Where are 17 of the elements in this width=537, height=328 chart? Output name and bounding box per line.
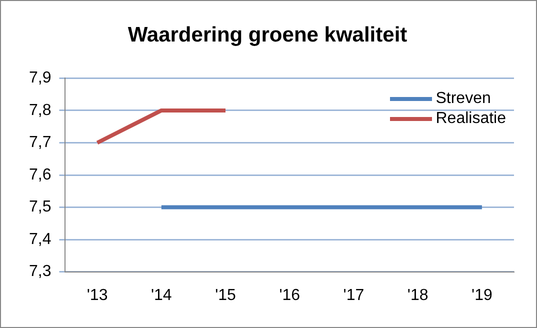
chart-title: Waardering groene kwaliteit	[128, 23, 408, 46]
legend-label: Realisatie	[436, 110, 506, 128]
legend-label: Streven	[436, 90, 491, 108]
x-tick-label: '13	[86, 286, 108, 304]
y-tick-label: 7,4	[28, 230, 52, 248]
x-tick-label: '14	[150, 286, 172, 304]
y-tick-label: 7,8	[28, 102, 52, 119]
y-tick-label: 7,3	[28, 263, 52, 280]
y-tick-label: 7,9	[28, 70, 52, 87]
x-tick-label: '16	[279, 286, 300, 304]
x-tick-label: '15	[215, 286, 236, 304]
x-tick-label: '19	[472, 286, 492, 304]
x-tick-label: '18	[407, 286, 428, 304]
y-tick-label: 7,6	[28, 166, 52, 184]
y-tick-label: 7,7	[28, 134, 52, 152]
x-tick-label: '17	[343, 286, 364, 304]
y-tick-label: 7,5	[28, 198, 52, 216]
